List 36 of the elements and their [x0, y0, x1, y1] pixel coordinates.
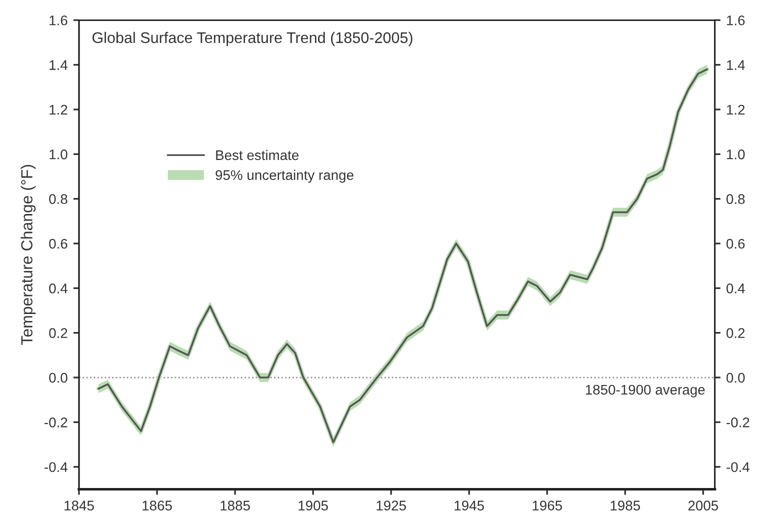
x-tick-label: 1885: [220, 500, 250, 511]
ref-line-label: 1850-1900 average: [586, 384, 705, 398]
y2-tick-label: 0.6: [726, 238, 745, 249]
y-tick-label: -0.4: [44, 462, 68, 472]
x-tick-label: 1925: [376, 500, 406, 511]
y-tick-label: 0.4: [49, 284, 68, 294]
y-tick-label: 0.2: [49, 328, 68, 338]
y-tick-label: 0.6: [49, 238, 68, 249]
x-tick-label: 1965: [532, 500, 562, 511]
y2-tick-label: 1.2: [727, 104, 745, 115]
text: Global Surface Temperature Trend (1850-2005): [92, 32, 412, 46]
y2-tick-label: 0.4: [726, 284, 745, 294]
y2-tick-label: 1.4: [727, 60, 745, 70]
x-tick-label: 1985: [610, 500, 640, 511]
y2-tick-label: 1.0: [727, 149, 745, 160]
legend-label: 95% uncertainty range: [216, 170, 354, 183]
x-tick-label: 1905: [298, 500, 328, 511]
x-tick-label: 1865: [142, 500, 172, 511]
y-tick-label: 1.6: [50, 15, 68, 26]
y-axis-title: Temperature Change (°F): [20, 165, 36, 345]
y2-tick-label: 0.2: [726, 328, 745, 338]
y2-tick-label: 0.0: [726, 372, 745, 383]
y-tick-label: 1.4: [50, 60, 68, 70]
y-tick-label: 0.0: [49, 372, 68, 383]
y-tick-label: 1.0: [50, 149, 68, 160]
x-tick-label: 2005: [688, 500, 718, 511]
legend-label: Best estimate: [216, 150, 299, 160]
y2-tick-label: -0.4: [726, 462, 750, 472]
y2-tick-label: 0.8: [726, 194, 745, 204]
x-tick-label: 1945: [454, 500, 484, 511]
y2-tick-label: 1.6: [727, 15, 745, 26]
x-tick-label: 1845: [64, 500, 94, 511]
y-tick-label: 0.8: [49, 194, 68, 204]
y-tick-label: 1.2: [50, 104, 68, 115]
y-tick-label: -0.2: [44, 418, 68, 428]
y2-tick-label: -0.2: [726, 418, 750, 428]
